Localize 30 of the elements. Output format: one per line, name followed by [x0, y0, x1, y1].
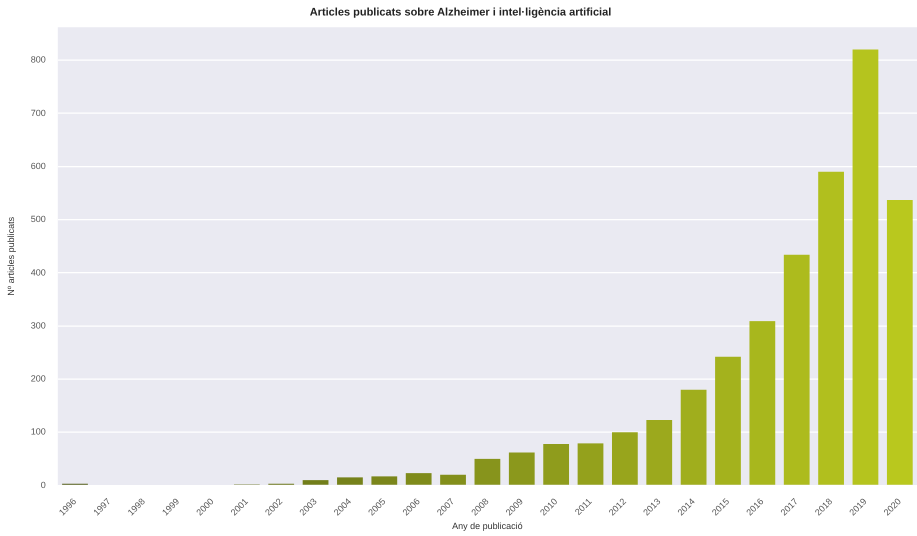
bar [508, 452, 535, 485]
bar [578, 443, 604, 485]
bar [474, 458, 500, 485]
bar [749, 321, 776, 485]
bar [440, 474, 466, 485]
chart-title: Articles publicats sobre Alzheimer i intel·ligència artificial [310, 6, 612, 19]
y-tick-label: 700 [30, 108, 46, 118]
bar [406, 473, 432, 485]
bar [302, 480, 328, 485]
y-tick-label: 300 [30, 320, 46, 330]
bar [371, 476, 398, 485]
y-tick-label: 800 [30, 54, 46, 65]
bar [612, 432, 638, 485]
bar [818, 172, 844, 485]
bar [646, 420, 672, 485]
y-tick-label: 100 [30, 426, 46, 437]
y-axis-title: Nº articles publicats [6, 216, 16, 296]
x-axis-title: Any de publicació [452, 521, 523, 532]
bar [543, 444, 570, 485]
bar [680, 390, 706, 485]
bar [852, 50, 878, 485]
bar [784, 254, 810, 485]
y-tick-label: 600 [30, 160, 46, 171]
bar [715, 356, 741, 485]
bar [886, 200, 913, 485]
y-tick-label: 0 [40, 480, 46, 490]
y-tick-label: 400 [30, 267, 46, 278]
y-tick-label: 500 [30, 214, 46, 224]
bar [337, 477, 363, 485]
y-tick-label: 200 [30, 374, 46, 384]
